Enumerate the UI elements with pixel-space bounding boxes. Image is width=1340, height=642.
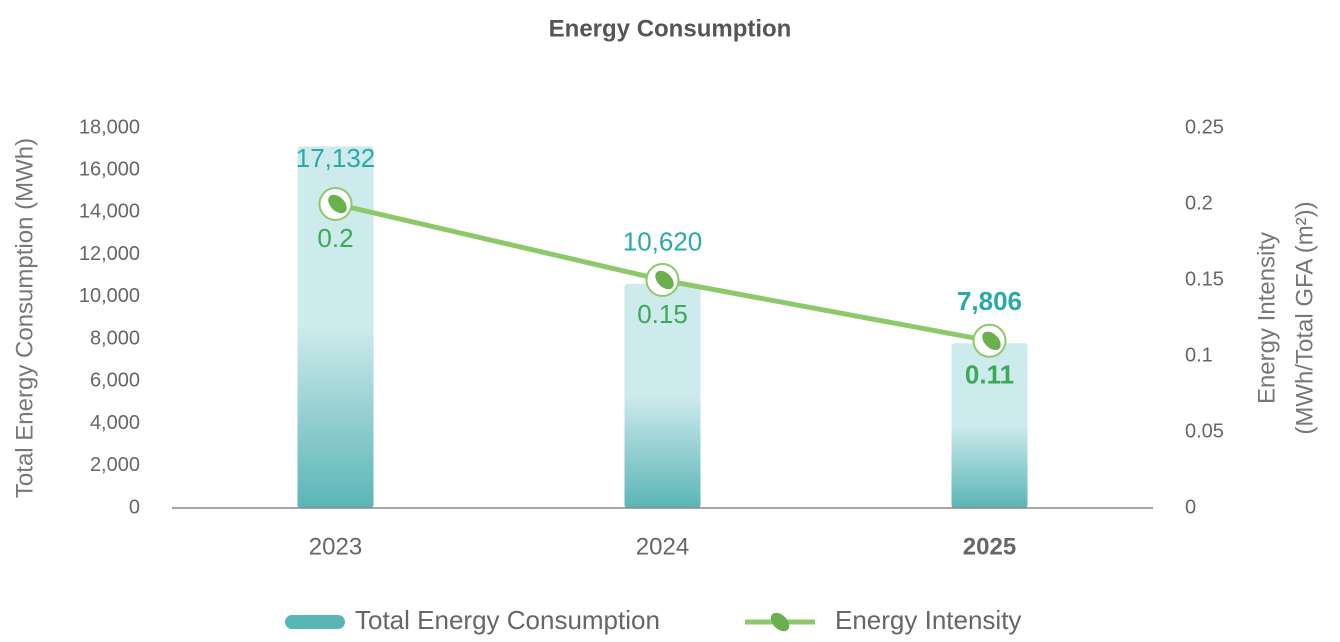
y-tick-label: 10,000 [79,285,140,307]
y2-tick-label: 0 [1185,496,1196,518]
line-value-label: 0.11 [965,360,1014,390]
y-tick-label: 6,000 [90,370,140,392]
y2-axis-title: Energy Intensity [1253,232,1280,404]
y-tick-label: 0 [129,496,140,518]
line-value-label: 0.2 [317,223,353,253]
y-axis-title: Total Energy Consumption (MWh) [11,138,38,498]
y-tick-label: 2,000 [90,454,140,476]
y-tick-label: 12,000 [79,243,140,265]
bar [297,146,374,508]
bar [624,283,701,508]
legend-label: Total Energy Consumption [355,605,660,635]
y-tick-label: 18,000 [79,116,140,138]
y2-tick-label: 0.25 [1185,116,1224,138]
leaf-icon [328,194,347,214]
leaf-icon [655,270,674,290]
y2-tick-label: 0.1 [1185,344,1213,366]
y2-axis-title: (MWh/Total GFA (m²)) [1291,201,1318,434]
y-tick-label: 14,000 [79,201,140,223]
y-tick-label: 16,000 [79,159,140,181]
y-tick-label: 8,000 [90,327,140,349]
line-value-label: 0.15 [637,299,688,329]
x-tick-label: 2023 [309,533,362,560]
bar [951,343,1028,508]
legend-label: Energy Intensity [835,605,1021,635]
y2-tick-label: 0.05 [1185,420,1224,442]
legend-swatch [285,615,345,629]
leaf-icon [982,331,1001,351]
x-tick-label: 2025 [963,533,1016,560]
bar-value-label: 17,132 [296,143,376,173]
bar-value-label: 10,620 [623,227,703,257]
y2-tick-label: 0.15 [1185,268,1224,290]
y-tick-label: 4,000 [90,412,140,434]
y2-tick-label: 0.2 [1185,192,1213,214]
x-tick-label: 2024 [636,533,689,560]
bar-value-label: 7,806 [957,286,1022,316]
legend-swatch [770,612,790,632]
chart-title: Energy Consumption [549,15,792,42]
